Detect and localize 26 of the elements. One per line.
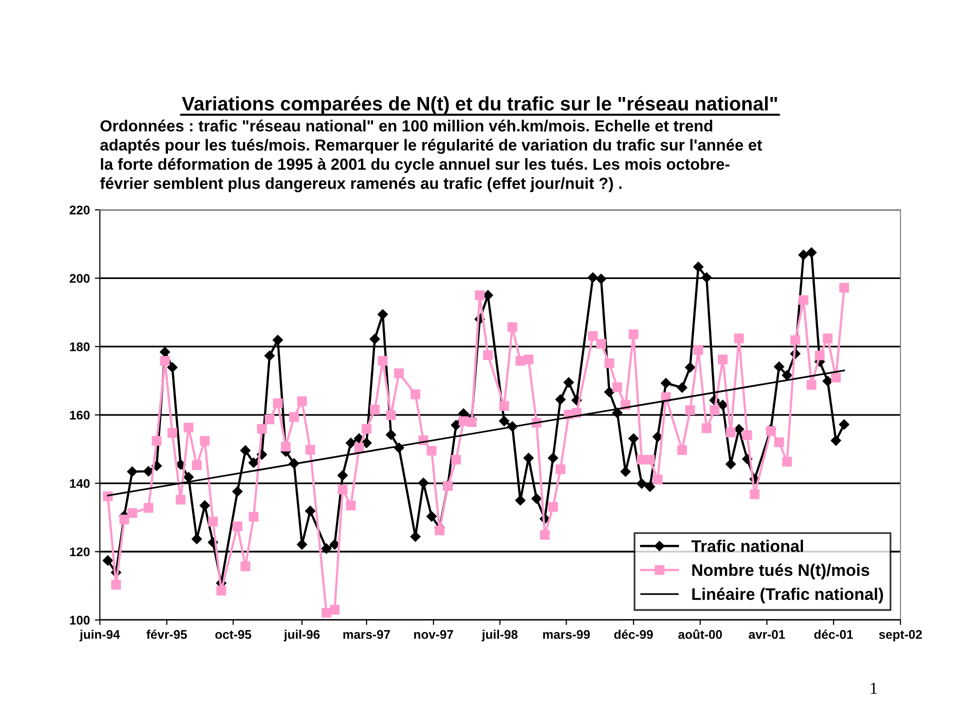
y-tick-label: 120 <box>70 547 90 556</box>
x-tick-label: déc-01 <box>814 630 853 639</box>
chart-title: Variations comparées de N(t) et du trafic sur le "réseau national" <box>182 96 778 114</box>
x-tick-label: juin-94 <box>80 630 120 642</box>
x-tick-label: nov-97 <box>414 630 454 639</box>
x-tick-label: oct-95 <box>215 630 252 639</box>
x-tick-label: avr-01 <box>748 630 785 639</box>
legend-label: Linéaire (Trafic national) <box>692 588 883 604</box>
x-tick-label: août-00 <box>678 629 722 639</box>
y-tick-label: 100 <box>70 616 90 625</box>
x-tick-label: sept-02 <box>879 630 922 642</box>
x-tick-label: mars-99 <box>543 630 590 639</box>
y-tick-label: 180 <box>70 342 90 352</box>
x-tick-label: juil-96 <box>284 630 320 642</box>
y-tick-label: 200 <box>70 274 90 283</box>
text: 1 <box>870 682 877 694</box>
y-tick-label: 160 <box>70 410 90 420</box>
chart-subtitle: Ordonnées : trafic "réseau national" en 100 million véh.km/mois. Echelle et trend adaptés pour les tués/mois. Remarquer le régularité de variation du trafic sur l'année et la forte déformation de 1995 à 2001 du cycle annuel sur les tués. Les mois octobre- février semblent plus dangereux ramenés au trafic (effet jour/nuit ?) . <box>100 120 762 192</box>
x-tick-label: juil-98 <box>482 630 518 642</box>
legend-label: Nombre tués N(t)/mois <box>692 564 870 580</box>
legend-label: Trafic national <box>691 540 803 552</box>
y-tick-label: 140 <box>70 479 90 488</box>
x-tick-label: déc-99 <box>614 630 653 639</box>
x-tick-label: mars-97 <box>343 630 390 639</box>
x-tick-label: févr-95 <box>146 630 187 639</box>
y-tick-label: 220 <box>70 206 90 214</box>
